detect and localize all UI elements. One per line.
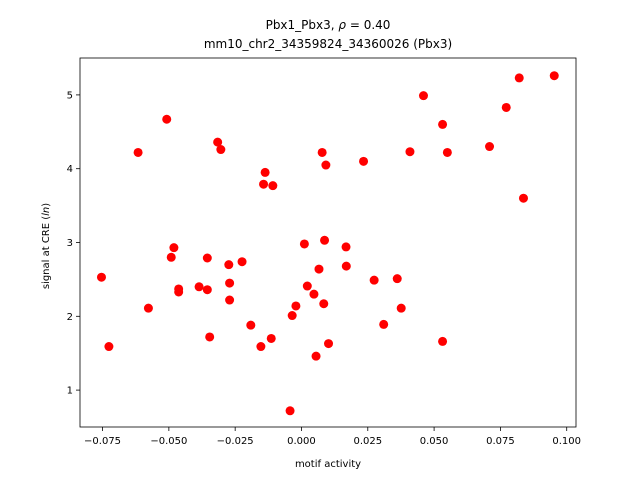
- data-point-11: [202, 253, 212, 263]
- y-axis-label-unit: ln: [41, 207, 52, 216]
- title-rho: ρ: [338, 18, 346, 32]
- data-point-38: [341, 242, 351, 252]
- data-point-41: [369, 275, 379, 285]
- x-tick-label-7: 0.100: [552, 436, 581, 447]
- data-point-17: [225, 295, 235, 305]
- data-point-4: [162, 114, 172, 124]
- data-point-1: [104, 342, 114, 352]
- data-point-47: [438, 119, 448, 129]
- data-point-34: [319, 299, 329, 309]
- data-point-42: [379, 319, 389, 329]
- x-tick-label-4: 0.025: [353, 436, 382, 447]
- y-tick-label-2: 3: [67, 238, 73, 249]
- data-point-51: [501, 102, 511, 112]
- data-point-46: [418, 91, 428, 101]
- x-tick-label-0: −0.075: [84, 436, 121, 447]
- y-axis-ticks: 1 2 3 4 5: [67, 90, 80, 397]
- x-tick-label-1: −0.050: [150, 436, 187, 447]
- data-point-15: [224, 260, 234, 270]
- data-point-9: [194, 282, 204, 292]
- data-point-50: [485, 142, 495, 152]
- y-axis-label-main: signal at CRE (: [41, 216, 52, 289]
- data-point-44: [396, 303, 406, 313]
- data-point-5: [166, 252, 176, 262]
- data-point-21: [259, 179, 269, 189]
- data-point-27: [291, 301, 301, 311]
- data-point-48: [438, 336, 448, 346]
- data-point-32: [314, 264, 324, 274]
- data-point-20: [256, 342, 266, 352]
- y-tick-label-0: 1: [67, 386, 73, 397]
- data-point-8: [174, 287, 184, 297]
- data-point-45: [405, 147, 415, 157]
- title-rho-value: = 0.40: [346, 18, 390, 32]
- data-point-16: [225, 278, 235, 288]
- data-point-18: [237, 257, 247, 267]
- data-point-40: [359, 156, 369, 166]
- data-point-53: [518, 193, 528, 203]
- y-tick-label-3: 4: [67, 164, 73, 175]
- x-axis-label: motif activity: [295, 459, 361, 470]
- data-point-52: [514, 73, 524, 83]
- data-point-31: [311, 351, 321, 361]
- data-points: [96, 71, 559, 416]
- data-point-37: [324, 339, 334, 349]
- chart-title-line2: mm10_chr2_34359824_34360026 (Pbx3): [204, 37, 452, 51]
- data-point-6: [169, 243, 179, 253]
- title-main: Pbx1_Pbx3,: [266, 18, 339, 32]
- data-point-25: [285, 406, 295, 416]
- data-point-35: [320, 235, 330, 245]
- data-point-24: [268, 181, 278, 191]
- data-point-3: [143, 303, 153, 313]
- data-point-54: [549, 71, 559, 81]
- x-tick-label-5: 0.050: [420, 436, 449, 447]
- data-point-23: [266, 333, 276, 343]
- data-point-30: [309, 289, 319, 299]
- x-axis-ticks: −0.075 −0.050 −0.025 0.000 0.025 0.050 0.075 0.…: [84, 427, 581, 447]
- data-point-14: [216, 145, 226, 155]
- data-point-29: [302, 281, 312, 291]
- y-tick-label-1: 2: [67, 312, 73, 323]
- x-tick-label-6: 0.075: [486, 436, 515, 447]
- data-point-26: [287, 311, 297, 321]
- data-point-49: [442, 147, 452, 157]
- data-point-10: [202, 285, 212, 295]
- chart-title-line1: Pbx1_Pbx3, ρ = 0.40: [266, 18, 391, 32]
- data-point-12: [205, 332, 215, 342]
- data-point-2: [133, 147, 143, 157]
- y-tick-label-4: 5: [67, 90, 73, 101]
- x-tick-label-3: 0.000: [287, 436, 316, 447]
- data-point-0: [96, 272, 106, 282]
- data-point-33: [317, 147, 327, 157]
- data-point-19: [246, 320, 256, 330]
- data-point-39: [341, 261, 351, 271]
- data-point-22: [260, 167, 270, 177]
- data-point-43: [392, 274, 402, 284]
- y-axis-label: signal at CRE (ln): [41, 203, 52, 289]
- y-axis-label-close: ): [41, 203, 52, 207]
- data-point-28: [299, 239, 309, 249]
- data-point-36: [321, 160, 331, 170]
- data-point-13: [213, 137, 223, 147]
- x-tick-label-2: −0.025: [217, 436, 254, 447]
